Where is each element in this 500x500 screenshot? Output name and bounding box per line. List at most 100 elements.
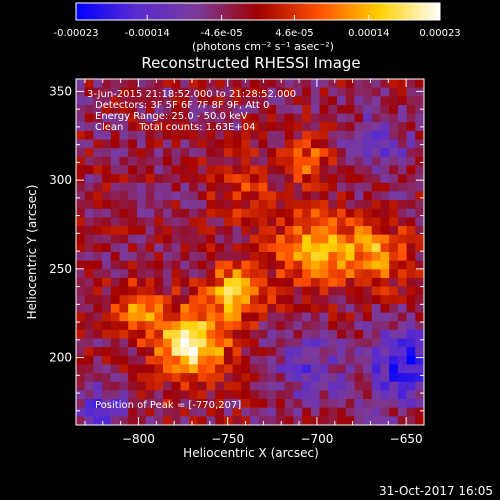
heatmap-cell [406,381,416,391]
heatmap-cell [102,113,112,123]
heatmap-cell [293,191,303,201]
heatmap-cell [380,165,390,175]
heatmap-cell [145,364,155,374]
heatmap-cell [293,217,303,227]
heatmap-cell [102,174,112,184]
heatmap-cell [206,174,216,184]
heatmap-cell [119,295,129,305]
heatmap-cell [319,252,329,262]
heatmap-cell [250,200,260,210]
heatmap-cell [328,312,338,322]
heatmap-cell [276,312,286,322]
heatmap-cell [250,182,260,192]
heatmap-cell [328,295,338,305]
heatmap-cell [119,139,129,149]
heatmap-cell [363,277,373,287]
heatmap-cell [250,347,260,357]
heatmap-cell [215,234,225,244]
heatmap-cell [276,373,286,383]
heatmap-cell [128,373,138,383]
heatmap-cell [76,174,86,184]
chart-title: Reconstructed RHESSI Image [141,54,360,72]
heatmap-cell [171,226,181,236]
heatmap-cell [180,303,190,313]
heatmap-cell [380,234,390,244]
heatmap-cell [293,243,303,253]
heatmap-cell [267,139,277,149]
heatmap-cell [284,416,294,425]
heatmap-cell [267,295,277,305]
heatmap-cell [119,148,129,158]
heatmap-cell [354,217,364,227]
heatmap-cell [284,269,294,279]
annotation-detectors: Detectors: 3F 5F 6F 7F 8F 9F, Att 0 [95,100,269,111]
heatmap-cell [371,312,381,322]
heatmap-cell [241,226,251,236]
heatmap-cell [397,373,407,383]
heatmap-cell [206,373,216,383]
heatmap-cell [319,148,329,158]
heatmap-cell [197,277,207,287]
heatmap-cell [76,208,86,218]
heatmap-cell [337,277,347,287]
heatmap-cell [145,303,155,313]
heatmap-cell [345,234,355,244]
heatmap-cell [284,303,294,313]
heatmap-cell [363,122,373,132]
heatmap-cell [171,407,181,417]
heatmap-cell [180,200,190,210]
heatmap-cell [84,321,94,331]
heatmap-cell [215,96,225,106]
heatmap-cell [363,364,373,374]
heatmap-cell [415,407,424,417]
heatmap-cell [154,260,164,270]
heatmap-cell [284,252,294,262]
heatmap-cell [406,182,416,192]
heatmap-cell [319,277,329,287]
heatmap-cell [241,347,251,357]
heatmap-cell [302,234,312,244]
heatmap-cell [76,252,86,262]
heatmap-cell [363,200,373,210]
heatmap-cell [102,217,112,227]
heatmap-cell [223,347,233,357]
heatmap-cell [415,217,424,227]
heatmap-cell [93,165,103,175]
heatmap-cell [267,122,277,132]
heatmap-cell [328,390,338,400]
heatmap-cell [76,104,86,114]
heatmap-cell [197,312,207,322]
heatmap-cell [284,130,294,140]
heatmap-cell [363,312,373,322]
heatmap-cell [110,277,120,287]
heatmap-cell [189,156,199,166]
heatmap-cell [337,355,347,365]
heatmap-cell [302,217,312,227]
heatmap-cell [84,243,94,253]
heatmap-cell [171,87,181,97]
heatmap-cell [119,200,129,210]
heatmap-cell [293,234,303,244]
heatmap-cell [302,269,312,279]
heatmap-cell [328,286,338,296]
heatmap-cell [93,277,103,287]
heatmap-cell [128,269,138,279]
heatmap-cell [406,338,416,348]
heatmap-cell [337,243,347,253]
heatmap-cell [276,295,286,305]
heatmap-cell [93,286,103,296]
heatmap-cell [380,286,390,296]
heatmap-cell [319,191,329,201]
heatmap-cell [154,104,164,114]
heatmap-cell [371,156,381,166]
heatmap-cell [380,191,390,201]
heatmap-cell [276,156,286,166]
heatmap-cell [154,329,164,339]
heatmap-cell [241,96,251,106]
heatmap-cell [363,269,373,279]
heatmap-cell [128,321,138,331]
heatmap-cell [206,165,216,175]
heatmap-cell [415,277,424,287]
heatmap-cell [223,104,233,114]
